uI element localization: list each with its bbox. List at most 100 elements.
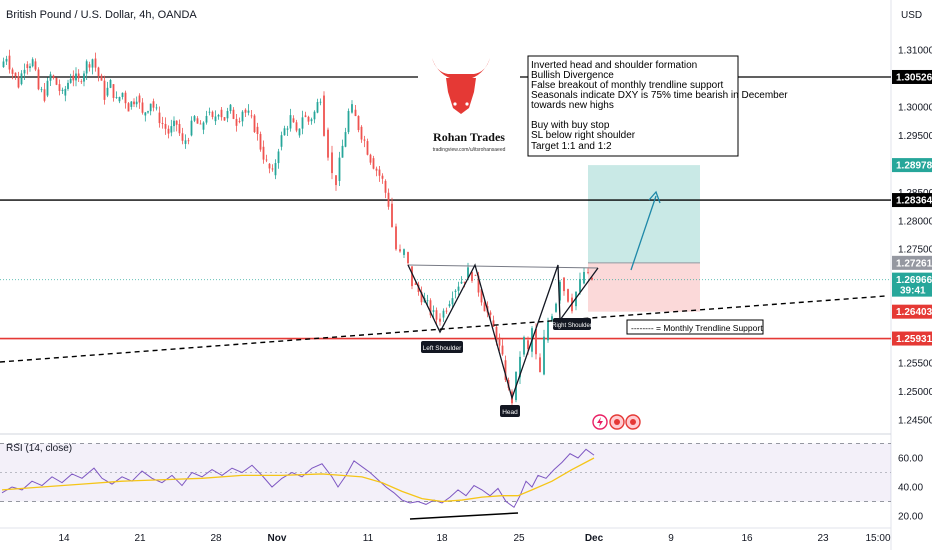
time-tick-label: Nov <box>268 533 287 544</box>
price-tick-label: 1.27500 <box>898 245 932 256</box>
price-tag-bg <box>892 69 932 84</box>
currency-label[interactable]: USD <box>901 10 922 21</box>
candle-body <box>46 80 49 96</box>
candle-body <box>420 291 423 303</box>
candle-body <box>43 89 46 101</box>
svg-text:Left Shoulder: Left Shoulder <box>423 345 463 352</box>
candle-body <box>26 64 29 69</box>
time-tick-label: 16 <box>741 533 753 544</box>
event-icons[interactable] <box>592 414 641 430</box>
candle-body <box>399 249 401 252</box>
candle-body <box>187 140 190 142</box>
candle-body <box>161 123 164 125</box>
price-tag: 1.28364 <box>892 193 932 208</box>
price-tag-label: 1.30526 <box>896 72 932 83</box>
candle-body <box>190 120 193 136</box>
rsi-tick-label: 40.00 <box>898 483 923 494</box>
left-shoulder-label: Left Shoulder <box>421 341 463 353</box>
price-tag-bg <box>892 158 932 173</box>
candle-body <box>591 277 593 280</box>
note-line: Seasonals indicate DXY is 75% time beari… <box>531 90 788 101</box>
note-line: Inverted head and shoulder formation <box>531 60 697 71</box>
candle-body <box>341 145 344 158</box>
price-tag: 1.25931 <box>892 331 932 346</box>
candle-body <box>250 115 253 117</box>
candle-body <box>167 128 170 134</box>
candle-body <box>97 67 100 77</box>
candle-body <box>193 116 196 121</box>
rsi-line <box>1 448 595 509</box>
candle-body <box>347 110 350 133</box>
candle-body <box>407 252 409 264</box>
candle-body <box>474 274 477 276</box>
rsi-tick-label: 60.00 <box>898 454 923 465</box>
candle-body <box>40 89 43 91</box>
candle-body <box>112 84 115 98</box>
candle-body <box>331 152 333 174</box>
candle-body <box>372 158 375 169</box>
candle-body <box>259 134 262 150</box>
candle-body <box>395 226 397 250</box>
candle-body <box>454 290 457 292</box>
note-line: Buy with buy stop <box>531 120 610 131</box>
svg-text:Right Shoulder: Right Shoulder <box>552 323 592 329</box>
candle-body <box>208 111 211 113</box>
candle-body <box>277 151 280 164</box>
candle-body <box>149 103 152 112</box>
candle-body <box>445 310 448 312</box>
candle-body <box>109 80 112 88</box>
candle-body <box>403 249 405 255</box>
candle-body <box>268 163 271 169</box>
rsi-divergence-line <box>409 512 519 520</box>
candle-body <box>344 132 347 147</box>
candle-body <box>106 87 109 96</box>
candle-body <box>29 66 31 69</box>
candle-body <box>202 122 205 130</box>
candle-body <box>489 312 492 315</box>
target-zone <box>588 165 700 263</box>
candle-body <box>256 126 259 135</box>
candle-body <box>121 92 124 98</box>
candle-body <box>323 95 325 136</box>
price-tick-label: 1.25500 <box>898 359 932 370</box>
candle-body <box>196 118 199 124</box>
price-axis: 1.310001.300001.295001.285001.280001.275… <box>892 46 932 523</box>
note-line: Bullish Divergence <box>531 70 614 81</box>
arrow-head <box>648 190 661 204</box>
candle-body <box>579 279 581 292</box>
candle-body <box>460 281 463 284</box>
candle-body <box>235 118 238 126</box>
candle-body <box>55 77 58 85</box>
candle-body <box>457 286 460 291</box>
candle-body <box>64 88 67 96</box>
candle-body <box>295 122 298 131</box>
candle-body <box>271 168 274 170</box>
price-tag-bg <box>892 193 932 208</box>
candle-body <box>298 128 301 136</box>
candle-body <box>381 175 384 179</box>
candle-body <box>229 104 232 112</box>
price-tag: 1.28978 <box>892 158 932 173</box>
candle-body <box>483 302 486 312</box>
candle-body <box>178 124 181 134</box>
candle-body <box>375 168 378 171</box>
candle-body <box>31 59 34 67</box>
time-tick-label: 28 <box>210 533 222 544</box>
candle-body <box>244 109 247 113</box>
price-tick-label: 1.25000 <box>898 387 932 398</box>
candle-body <box>247 110 250 113</box>
candle-body <box>214 116 217 122</box>
candle-body <box>23 69 26 74</box>
candle-body <box>559 281 561 301</box>
candle-body <box>8 55 11 70</box>
rsi-ma-line <box>1 457 595 503</box>
candle-body <box>77 73 80 79</box>
candle-body <box>130 101 133 107</box>
time-tick-label: 15:00 <box>865 533 890 544</box>
candle-body <box>310 119 313 122</box>
position-zones <box>588 165 700 312</box>
note-line: SL below right shoulder <box>531 130 636 141</box>
